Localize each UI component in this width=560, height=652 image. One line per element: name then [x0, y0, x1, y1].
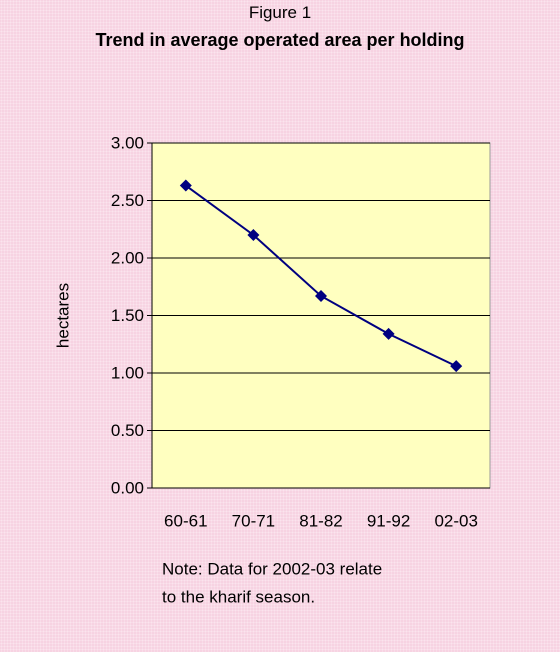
data-point — [315, 289, 327, 302]
y-tick-label: 0.00 — [111, 478, 144, 497]
x-tick-label: 91-92 — [367, 511, 410, 530]
chart-title: Trend in average operated area per holdi… — [95, 30, 465, 50]
y-tick-label: 1.50 — [111, 306, 144, 325]
data-point — [247, 229, 260, 241]
x-tick-label: 81-82 — [299, 511, 342, 530]
y-axis-label: hectares — [53, 283, 72, 348]
figure-label: Figure 1 — [248, 3, 312, 22]
header: Figure 1 Trend in average operated area … — [80, 0, 480, 57]
x-tick-label: 02-03 — [434, 511, 477, 530]
y-tick-label: 2.00 — [111, 248, 144, 267]
data-point — [450, 360, 463, 373]
note: Note: Data for 2002-03 relate — [162, 559, 382, 578]
y-tick-label: 3.00 — [111, 133, 144, 152]
y-tick-label: 2.50 — [111, 191, 144, 210]
y-tick-label: 0.50 — [111, 421, 144, 440]
note: to the kharif season. — [162, 587, 315, 606]
data-point — [179, 179, 192, 192]
x-tick-label: 60-61 — [164, 511, 207, 530]
data-point — [382, 327, 395, 340]
x-tick-label: 70-71 — [232, 511, 275, 530]
y-tick-label: 1.00 — [111, 363, 144, 382]
